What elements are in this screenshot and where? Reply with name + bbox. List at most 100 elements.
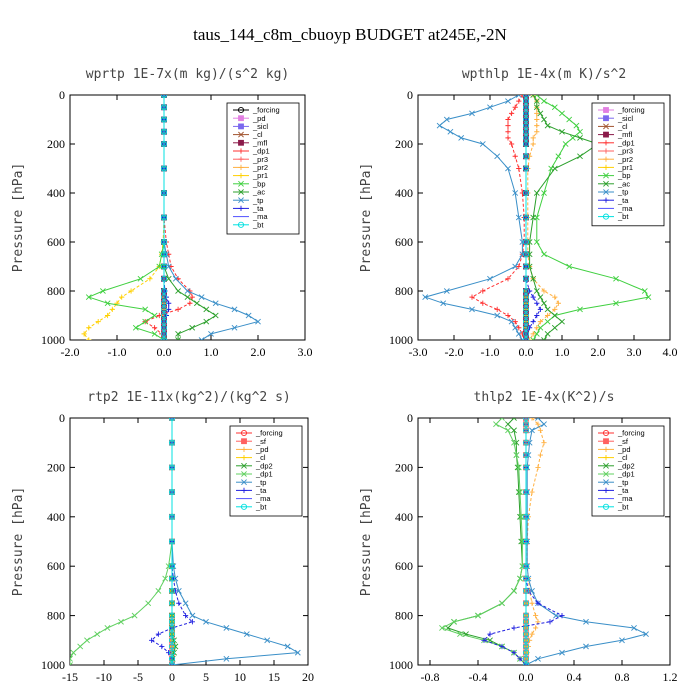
y-tick-label: 0 <box>59 88 65 102</box>
data-point-tp <box>231 324 238 331</box>
data-point-tp <box>469 306 475 313</box>
data-point-tp <box>436 122 443 129</box>
data-point-dp1 <box>505 276 511 282</box>
legend-label-bp: _bp <box>252 179 266 188</box>
data-point-bt <box>522 122 530 129</box>
data-point-dp1 <box>493 421 499 428</box>
data-point-ac <box>530 214 537 221</box>
x-tick-label: -2.0 <box>61 345 80 359</box>
data-point-pr2 <box>534 110 540 116</box>
data-point-bt <box>160 165 168 172</box>
legend-box <box>591 102 665 227</box>
legend-label-sicl: _sicl <box>252 122 268 131</box>
data-point-bp <box>533 239 540 245</box>
y-tick-label: 200 <box>395 460 413 474</box>
data-point-pr2 <box>534 123 540 129</box>
data-point-dp1 <box>84 637 90 644</box>
legend-marker-dp1 <box>603 471 609 477</box>
data-point-dp1 <box>511 439 517 446</box>
data-point-pd <box>537 452 543 458</box>
data-point-ac <box>551 312 558 319</box>
data-point-ta <box>159 643 165 650</box>
data-point-pr2 <box>530 141 536 147</box>
data-point-ta <box>537 306 543 312</box>
data-point-bt <box>522 306 530 313</box>
data-point-pr2 <box>534 325 540 331</box>
data-point-ac <box>175 288 182 294</box>
legend-marker-forcing <box>237 106 245 114</box>
data-point-ac <box>533 104 540 111</box>
x-tick-label: -10 <box>96 670 112 684</box>
data-point-bt <box>522 294 530 301</box>
legend-marker-cl <box>603 455 609 461</box>
legend-marker-sicl <box>603 115 609 122</box>
data-point-pd <box>535 421 541 427</box>
data-point-bt <box>522 189 530 197</box>
data-point-bt <box>522 661 530 665</box>
data-point-ta <box>535 600 541 606</box>
data-point-ta <box>172 588 178 594</box>
data-point-bp <box>156 263 163 270</box>
data-point-tp <box>583 618 589 625</box>
data-point-dp1 <box>152 325 158 331</box>
y-tick-label: 0 <box>407 411 413 425</box>
data-point-pd <box>533 625 539 631</box>
data-point-bp <box>530 337 537 340</box>
data-point-bt <box>168 600 176 607</box>
y-tick-label: 400 <box>47 186 65 200</box>
legend-marker-dp1 <box>241 471 247 477</box>
data-point-bt <box>160 263 168 270</box>
data-point-pr2 <box>541 288 547 294</box>
legend-label-tp: _tp <box>252 196 263 205</box>
series-line-dp1 <box>440 418 527 665</box>
y-tick-label: 600 <box>47 235 65 249</box>
data-point-dp1 <box>519 95 525 98</box>
data-point-dp1 <box>457 631 463 638</box>
data-point-tp <box>505 98 511 105</box>
legend-label-pr2: _pr2 <box>617 155 633 164</box>
data-point-pd <box>533 613 539 619</box>
data-point-ac <box>165 275 172 282</box>
data-point-dp1 <box>505 312 511 319</box>
legend-marker-bp <box>603 172 609 179</box>
data-point-bt <box>160 189 168 197</box>
legend-label-ta: _ta <box>617 486 629 495</box>
legend-label-pr1: _pr1 <box>617 163 633 172</box>
data-point-dp1 <box>505 427 511 434</box>
data-point-bt <box>168 655 176 662</box>
data-point-pr1 <box>109 306 115 312</box>
data-point-bp <box>537 324 544 331</box>
data-point-dp1 <box>494 306 500 312</box>
legend-marker-ta <box>603 487 609 493</box>
panel-title: wpthlp 1E-4x(m K)/s^2 <box>462 67 626 82</box>
data-point-ta <box>189 619 195 625</box>
data-point-bt <box>160 294 168 301</box>
data-point-dp1 <box>480 300 486 306</box>
y-axis-label: Pressure [hPa] <box>11 487 26 597</box>
y-tick-label: 600 <box>395 559 413 573</box>
data-point-bt <box>160 275 168 282</box>
data-point-bt <box>160 287 168 295</box>
data-point-dp1 <box>70 655 73 662</box>
data-point-tp <box>223 655 230 662</box>
data-point-bt <box>168 618 176 625</box>
series-layer <box>81 95 261 340</box>
y-axis-label: Pressure [hPa] <box>11 163 26 273</box>
legend-marker-sf <box>241 438 247 445</box>
data-point-bt <box>522 427 530 434</box>
x-tick-label: 1.0 <box>555 345 570 359</box>
data-point-tp <box>264 637 271 644</box>
data-point-dp1 <box>516 98 522 104</box>
x-tick-label: 0 <box>169 670 175 684</box>
data-point-dp1 <box>509 110 515 116</box>
legend-label-ma: _ma <box>617 204 633 213</box>
x-tick-label: 20 <box>302 670 314 684</box>
data-point-dp1 <box>189 294 195 300</box>
data-point-ac <box>551 165 558 172</box>
legend-marker-sicl <box>238 123 244 130</box>
data-point-ta <box>527 288 533 294</box>
data-point-ac <box>559 128 565 135</box>
data-point-ac <box>533 98 540 105</box>
panel-title: rtp2 1E-11x(kg^2)/(kg^2 s) <box>87 390 291 405</box>
data-point-pr2 <box>552 306 558 312</box>
